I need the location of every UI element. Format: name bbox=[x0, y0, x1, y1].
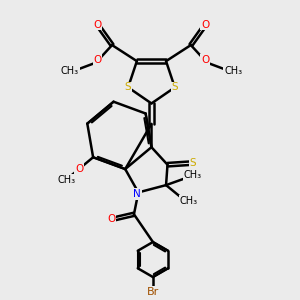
Text: O: O bbox=[201, 55, 210, 65]
Text: N: N bbox=[133, 189, 141, 199]
Text: CH₃: CH₃ bbox=[179, 196, 198, 206]
Text: O: O bbox=[93, 55, 102, 65]
Text: O: O bbox=[93, 20, 102, 30]
Text: S: S bbox=[190, 158, 196, 168]
Text: CH₃: CH₃ bbox=[224, 66, 242, 76]
Text: CH₃: CH₃ bbox=[184, 170, 202, 181]
Text: Br: Br bbox=[147, 286, 159, 297]
Text: S: S bbox=[125, 82, 131, 92]
Text: O: O bbox=[75, 164, 83, 174]
Text: O: O bbox=[107, 214, 116, 224]
Text: O: O bbox=[201, 20, 210, 30]
Text: CH₃: CH₃ bbox=[61, 66, 79, 76]
Text: S: S bbox=[172, 82, 178, 92]
Text: CH₃: CH₃ bbox=[58, 175, 76, 185]
